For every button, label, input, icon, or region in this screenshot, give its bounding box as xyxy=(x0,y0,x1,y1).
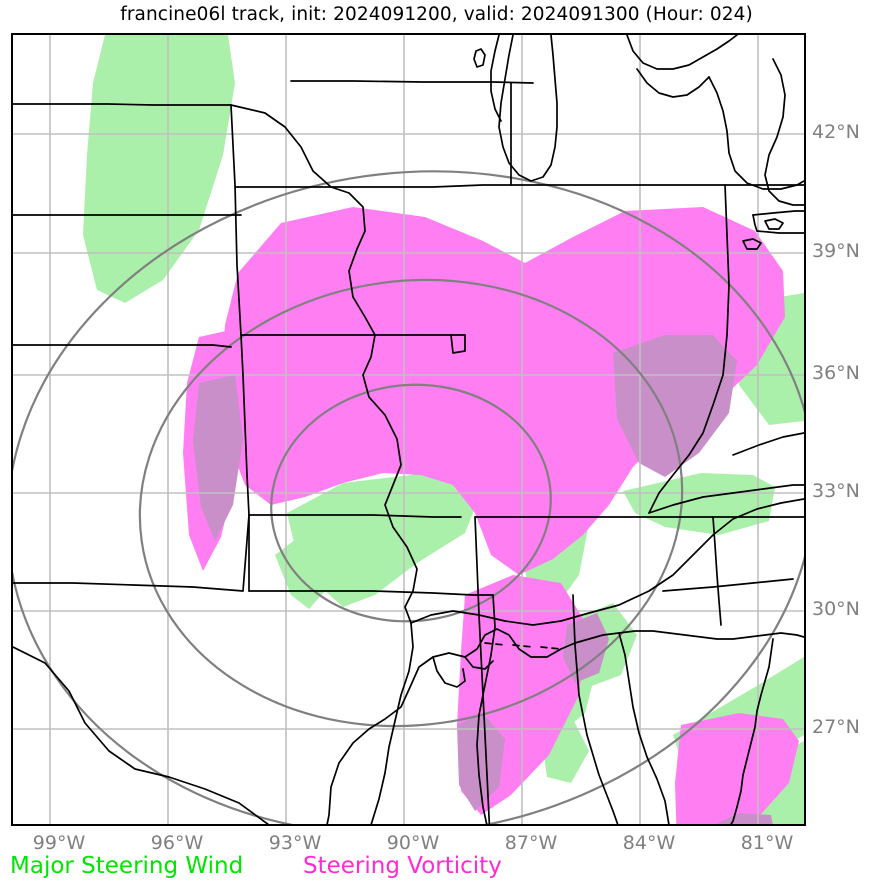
lat-tick-label: 30°N xyxy=(812,598,860,620)
lon-tick-label: 84°W xyxy=(622,832,676,854)
lat-tick-label: 42°N xyxy=(812,121,860,143)
overlap-shading xyxy=(193,335,773,824)
map-plot-area[interactable] xyxy=(11,33,806,826)
legend-major-steering-wind: Major Steering Wind xyxy=(10,853,244,879)
lat-tick-label: 39°N xyxy=(812,240,860,262)
lat-tick-label: 33°N xyxy=(812,480,860,502)
lat-tick-label: 27°N xyxy=(812,716,860,738)
lon-tick-label: 99°W xyxy=(32,832,86,854)
map-geography xyxy=(13,35,804,824)
map-gridlines xyxy=(13,35,804,824)
legend-steering-vorticity: Steering Vorticity xyxy=(303,853,502,879)
lon-tick-label: 96°W xyxy=(150,832,204,854)
lon-tick-label: 87°W xyxy=(504,832,558,854)
lon-tick-label: 90°W xyxy=(386,832,440,854)
map-canvas xyxy=(13,35,804,824)
figure-title: francine06l track, init: 2024091200, val… xyxy=(120,4,753,25)
lon-tick-label: 93°W xyxy=(268,832,322,854)
lon-tick-label: 81°W xyxy=(740,832,794,854)
lat-tick-label: 36°N xyxy=(812,362,860,384)
